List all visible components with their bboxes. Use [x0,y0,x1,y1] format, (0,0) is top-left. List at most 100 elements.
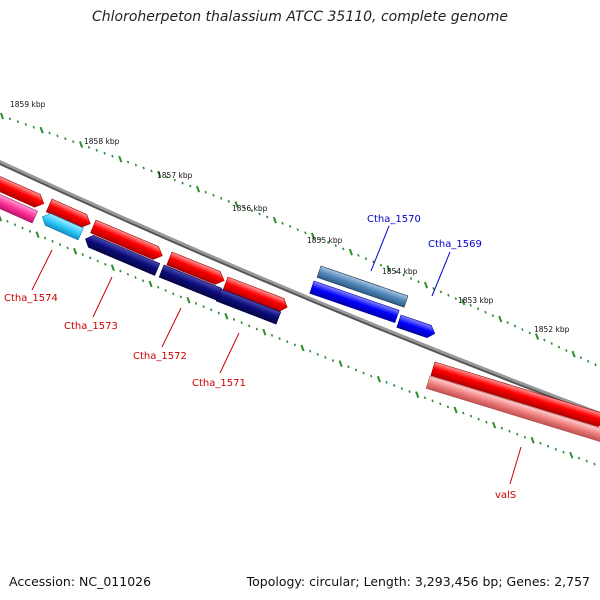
ruler-tick [557,345,561,349]
ruler-tick [500,426,503,430]
ruler-tick [594,363,597,367]
ruler-tick [165,175,169,179]
gene-arrow[interactable] [90,219,166,262]
gene-label[interactable]: valS [495,490,516,501]
gene-arrow[interactable] [166,251,227,287]
page-title: Chloroherpeton thalassium ATCC 35110, co… [92,9,508,25]
ruler-tick [255,327,258,331]
ruler-tick [126,272,130,276]
ruler-tick [173,178,176,182]
gene-box[interactable] [425,375,600,443]
ruler-tick [103,151,106,155]
ruler-tick [492,421,497,429]
ruler-tick [571,350,576,358]
ruler-tick [415,391,420,399]
ruler-tick [126,160,130,164]
ruler-tick [506,321,509,324]
ruler-tick [278,337,281,340]
ruler-tick [439,290,443,294]
gene-box[interactable] [0,189,38,224]
ruler-tick [370,374,373,378]
ruler-tick [212,193,215,197]
reverse-features [0,189,600,443]
ruler-tick [394,270,398,274]
ruler-tick [354,368,358,372]
ruler-tick [342,247,345,251]
ruler-tick [385,380,388,384]
ruler-tick [195,185,201,193]
ruler-tick [498,315,503,323]
gene-arrow[interactable] [0,171,47,210]
ruler-tick [164,289,167,292]
ruler-tick [357,253,360,257]
gene-label[interactable]: Ctha_1574 [4,293,58,304]
ruler-tick [484,310,487,314]
ruler-tick [316,352,319,356]
ruler-tick [408,390,411,394]
ruler-tick [248,324,251,328]
gene-label[interactable]: Ctha_1572 [133,351,187,362]
ruler-tick [43,236,47,240]
ruler-tick [334,244,337,248]
ruler-tick [266,215,269,219]
ruler-tick [523,435,527,439]
ruler-tick [210,308,213,312]
gene-label[interactable]: Ctha_1571 [192,378,246,389]
ruler-tick [569,451,574,459]
ruler-tick [539,441,542,445]
ruler-tick [485,420,488,424]
ruler-tick [546,444,550,448]
gene-arrow[interactable] [40,211,84,241]
ruler-tick [469,414,473,418]
ruler-tick [469,304,472,307]
ruler-tick [286,340,289,344]
ruler-tick [150,169,153,173]
ruler-tick [439,402,442,406]
gene-arrow[interactable] [222,276,290,314]
gene-arrow[interactable] [396,314,437,340]
gene-label[interactable]: Ctha_1573 [64,321,118,332]
ruler-tick [386,265,391,272]
ruler-tick [423,396,427,400]
gene-label[interactable]: Ctha_1570 [367,214,421,225]
ruler-tick [119,269,122,273]
ruler-tick [296,228,299,232]
gene-box[interactable] [316,265,409,308]
gene-arrow[interactable] [83,233,161,276]
ruler-tick [554,447,557,451]
ruler-tick [593,462,596,466]
gene-box[interactable] [309,280,400,323]
gene-box[interactable] [215,288,282,325]
gene-arrow[interactable] [45,198,93,230]
ruler-tick [157,285,160,289]
ruler-tick [16,120,20,124]
ruler-tick [64,137,67,141]
ruler-tick [362,371,365,375]
ruler-tick [66,246,69,250]
ruler-tick [565,349,568,352]
ruler-tick [288,225,292,228]
callout-lines [31,225,522,485]
gene-arrow[interactable] [430,361,600,428]
ruler-tick [393,384,396,387]
ruler-tick [51,239,54,243]
ruler-tick [262,328,267,336]
ruler-tick [308,349,312,353]
ruler-tick [423,281,429,289]
ruler-tick [379,263,383,267]
ruler-tick [304,231,307,235]
ruler-tick [477,417,480,421]
ruler-tick [58,243,62,247]
ruler-tick [250,209,254,213]
ruler-label: 1854 kbp [382,267,418,276]
ruler-label: 1852 kbp [534,325,570,334]
ruler-tick [432,287,435,290]
ruler-tick [577,456,581,460]
ruler-tick [281,221,284,225]
gene-label[interactable]: Ctha_1569 [428,239,482,250]
genome-summary: Topology: circular; Length: 3,293,456 bp… [246,574,590,589]
ruler-label: 1859 kbp [10,100,46,109]
ruler-tick [172,292,175,296]
ruler-tick [293,343,297,347]
ruler-tick [243,206,246,210]
